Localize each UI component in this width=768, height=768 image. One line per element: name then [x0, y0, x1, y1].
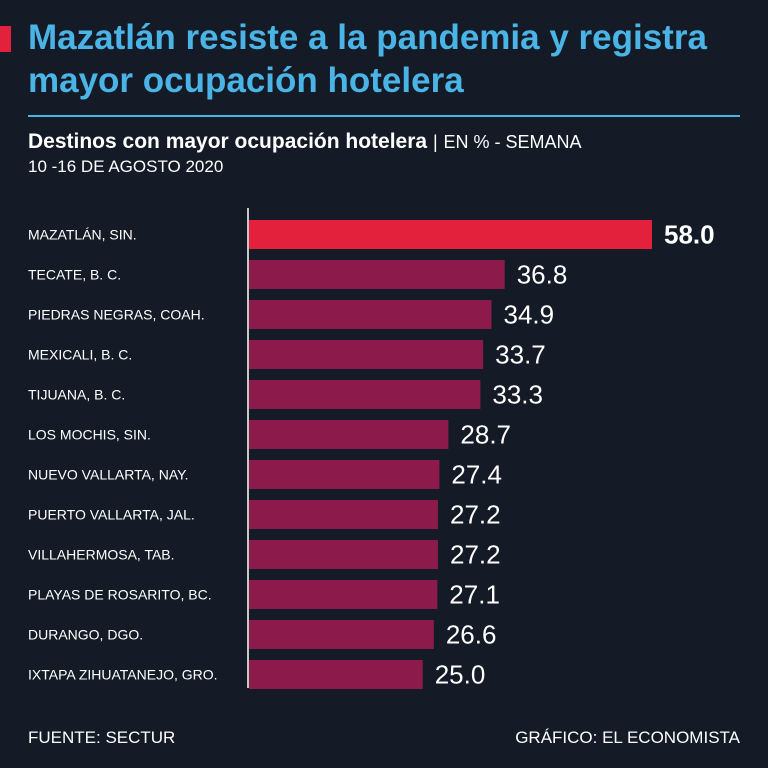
category-label: MAZATLÁN, SIN. [28, 227, 137, 243]
subtitle-main: Destinos con mayor ocupación hotelera [28, 130, 428, 153]
category-label: TIJUANA, B. C. [28, 387, 125, 403]
category-label: VILLAHERMOSA, TAB. [28, 547, 175, 563]
source-note: FUENTE: SECTUR [28, 728, 176, 747]
bar [249, 580, 438, 609]
category-label: IXTAPA ZIHUATANEJO, GRO. [28, 667, 218, 683]
bar [249, 620, 434, 649]
chart-subtitle: Destinos con mayor ocupación hotelera | … [28, 129, 748, 155]
value-label: 58.0 [664, 220, 715, 250]
category-label: MEXICALI, B. C. [28, 347, 132, 363]
highlight-bar [249, 220, 652, 249]
subtitle-unit: EN % - SEMANA [443, 132, 582, 152]
bar [249, 260, 505, 289]
value-label: 36.8 [517, 260, 568, 290]
category-label: DURANGO, DGO. [28, 627, 143, 643]
category-label: PUERTO VALLARTA, JAL. [28, 507, 195, 523]
bar-chart: MAZATLÁN, SIN. 58.0 TECATE, B. C. 36.8 PIEDR… [28, 208, 715, 690]
date-range: 10 -16 DE AGOSTO 2020 [28, 157, 224, 176]
category-label: PLAYAS DE ROSARITO, BC. [28, 587, 212, 603]
bar [249, 660, 423, 689]
category-label: LOS MOCHIS, SIN. [28, 427, 151, 443]
category-label: PIEDRAS NEGRAS, COAH. [28, 307, 205, 323]
value-label: 27.2 [450, 500, 501, 530]
title-accent-bar [0, 26, 11, 52]
bar [249, 340, 484, 369]
value-label: 27.2 [450, 540, 501, 570]
value-label: 25.0 [435, 660, 486, 690]
value-label: 33.3 [492, 380, 543, 410]
value-label: 28.7 [460, 420, 511, 450]
bar [249, 460, 440, 489]
value-label: 27.1 [449, 580, 500, 610]
value-label: 27.4 [451, 460, 502, 490]
value-label: 26.6 [446, 620, 497, 650]
bar [249, 420, 449, 449]
value-label: 33.7 [495, 340, 546, 370]
subtitle-separator: | [432, 132, 438, 152]
category-label: TECATE, B. C. [28, 267, 121, 283]
bar [249, 300, 492, 329]
category-label: NUEVO VALLARTA, NAY. [28, 467, 189, 483]
bar [249, 540, 438, 569]
bar [249, 500, 438, 529]
bar [249, 380, 481, 409]
value-label: 34.9 [503, 300, 554, 330]
chart-credit: GRÁFICO: EL ECONOMISTA [515, 728, 740, 747]
title-divider [28, 115, 740, 117]
page-title: Mazatlán resiste a la pandemia y registr… [28, 18, 707, 100]
